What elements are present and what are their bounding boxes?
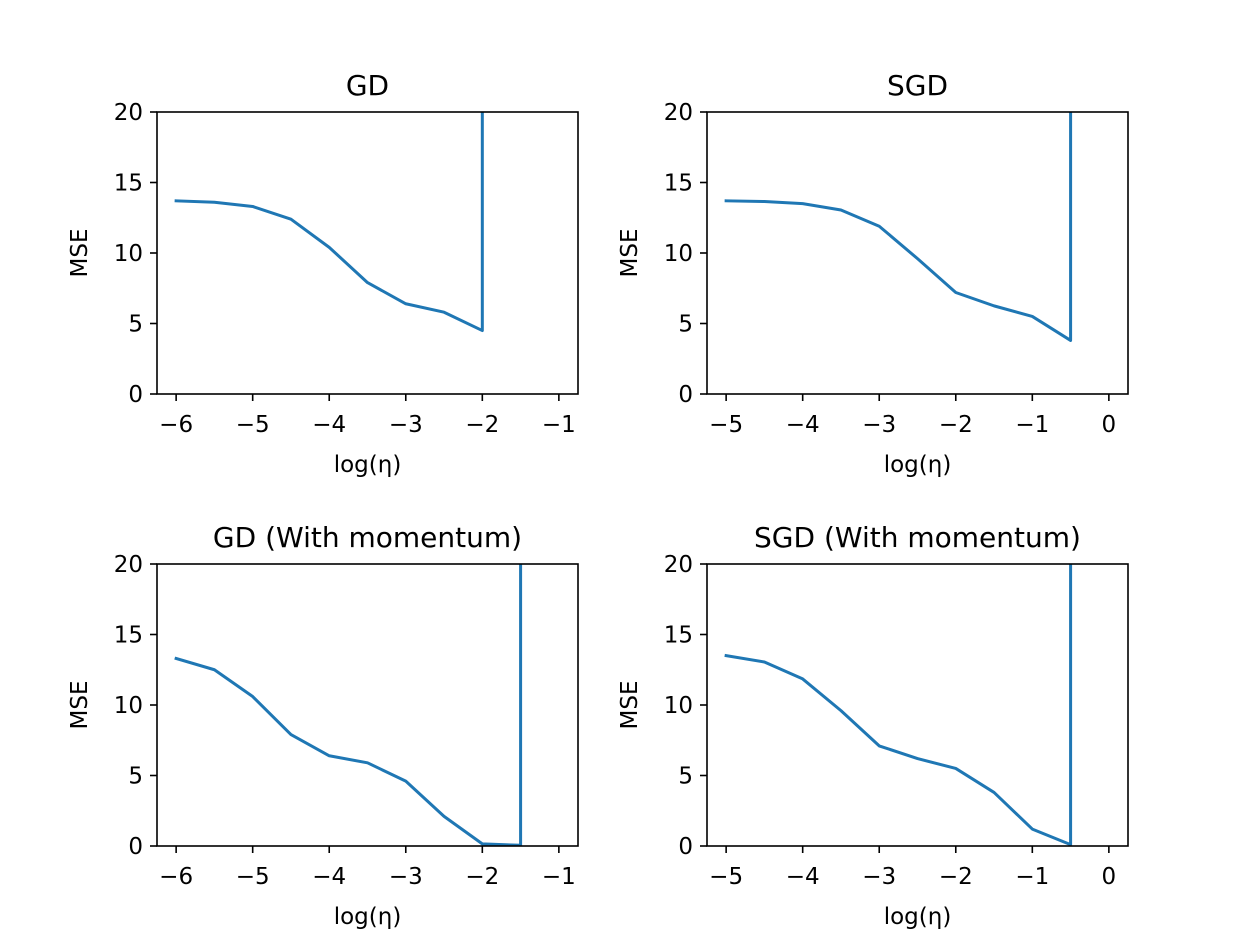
- y-tick-label: 15: [664, 171, 693, 197]
- x-axis-label: log(η): [884, 452, 952, 478]
- axes-frame: [156, 563, 579, 847]
- x-tick-label: −1: [1015, 412, 1049, 438]
- x-tick-label: 0: [1102, 412, 1117, 438]
- x-tick-label: −5: [709, 864, 743, 890]
- subplot-2: −5 −4 −3 −2 −1 0 0 5 10 15 20 SGD log(η) MSE: [617, 69, 1129, 478]
- y-tick-label: 20: [664, 552, 693, 578]
- subplot-title: GD (With momentum): [213, 521, 522, 554]
- y-tick-label: 5: [678, 312, 693, 338]
- y-tick-label: 20: [114, 552, 143, 578]
- subplot-1: −6 −5 −4 −3 −2 −1 0 5 10 15 20 GD log(η) MSE: [67, 69, 579, 478]
- y-tick-label: 5: [678, 764, 693, 790]
- y-tick-label: 10: [114, 693, 143, 719]
- x-axis-label: log(η): [884, 904, 952, 930]
- subplot-title: GD: [346, 69, 389, 102]
- x-tick-label: −1: [542, 412, 576, 438]
- x-tick-label: −4: [312, 412, 346, 438]
- subplot-title: SGD: [887, 69, 948, 102]
- x-tick-label: −5: [236, 864, 270, 890]
- x-tick-label: −3: [389, 412, 423, 438]
- x-tick-label: −3: [862, 412, 896, 438]
- x-tick-label: −4: [312, 864, 346, 890]
- y-tick-label: 0: [678, 834, 693, 860]
- x-tick-label: −6: [159, 864, 193, 890]
- x-tick-label: −2: [939, 412, 973, 438]
- x-tick-label: −1: [542, 864, 576, 890]
- x-tick-label: −6: [159, 412, 193, 438]
- y-axis-label: MSE: [617, 229, 643, 278]
- axes-frame: [706, 563, 1129, 847]
- y-axis-label: MSE: [617, 681, 643, 730]
- x-tick-label: −3: [389, 864, 423, 890]
- x-tick-label: −2: [465, 864, 499, 890]
- x-tick-label: −2: [939, 864, 973, 890]
- y-tick-label: 20: [664, 100, 693, 126]
- y-tick-label: 15: [664, 623, 693, 649]
- y-tick-label: 5: [128, 764, 143, 790]
- x-tick-label: −1: [1015, 864, 1049, 890]
- x-axis-label: log(η): [334, 904, 402, 930]
- x-tick-label: −4: [786, 412, 820, 438]
- series-line-1: [174, 564, 523, 846]
- series-line-1: [724, 112, 1073, 342]
- y-tick-label: 0: [678, 382, 693, 408]
- y-tick-label: 10: [664, 241, 693, 267]
- series-line-1: [724, 564, 1073, 846]
- x-tick-label: −4: [786, 864, 820, 890]
- axes-frame: [156, 111, 579, 395]
- subplot-title: SGD (With momentum): [754, 521, 1081, 554]
- subplot-3: −6 −5 −4 −3 −2 −1 0 5 10 15 20 GD (With momentum) lo…: [67, 521, 579, 930]
- axes-frame: [706, 111, 1129, 395]
- y-tick-label: 0: [128, 834, 143, 860]
- y-tick-label: 15: [114, 623, 143, 649]
- series-line-1: [174, 112, 484, 333]
- x-tick-label: −3: [862, 864, 896, 890]
- y-tick-label: 10: [114, 241, 143, 267]
- y-tick-label: 20: [114, 100, 143, 126]
- x-tick-label: 0: [1102, 864, 1117, 890]
- y-axis-label: MSE: [67, 229, 93, 278]
- subplot-4: −5 −4 −3 −2 −1 0 0 5 10 15 20 SGD (With momentum) lo…: [617, 521, 1129, 930]
- x-tick-label: −2: [465, 412, 499, 438]
- x-tick-label: −5: [236, 412, 270, 438]
- y-tick-label: 15: [114, 171, 143, 197]
- y-tick-label: 5: [128, 312, 143, 338]
- y-tick-label: 10: [664, 693, 693, 719]
- y-axis-label: MSE: [67, 681, 93, 730]
- x-tick-label: −5: [709, 412, 743, 438]
- x-axis-label: log(η): [334, 452, 402, 478]
- y-tick-label: 0: [128, 382, 143, 408]
